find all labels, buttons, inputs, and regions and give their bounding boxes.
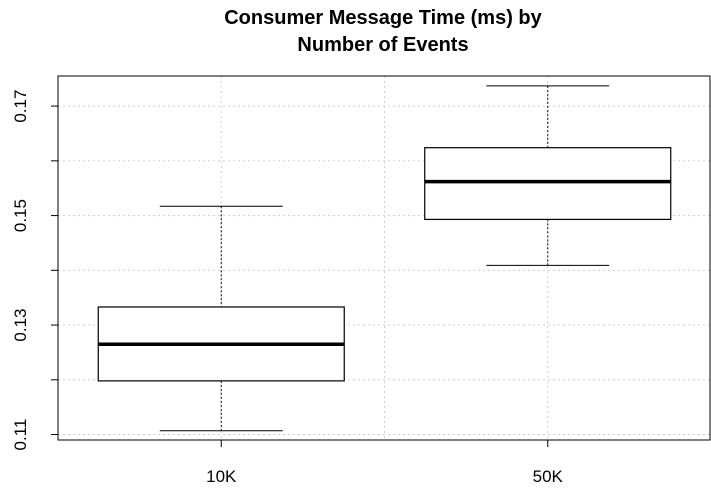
grid-lines	[58, 76, 711, 440]
y-tick-label: 0.15	[11, 199, 30, 232]
box-10K	[97, 205, 345, 432]
y-tick-label: 0.13	[11, 309, 30, 342]
chart-title-line-1: Consumer Message Time (ms) by	[224, 7, 542, 29]
y-tick-label: 0.11	[11, 419, 30, 451]
plot-frame	[57, 75, 711, 441]
boxes	[97, 85, 672, 432]
chart-title-line-2: Number of Events	[297, 34, 468, 56]
y-tick-label: 0.17	[11, 90, 30, 123]
x-tick-label: 50K	[533, 467, 564, 486]
axes: 0.11 0.13 0.15 0.17 10K 50K	[11, 90, 564, 486]
box-50K	[424, 85, 672, 266]
x-tick-label: 10K	[206, 467, 237, 486]
iqr-box	[424, 147, 672, 221]
